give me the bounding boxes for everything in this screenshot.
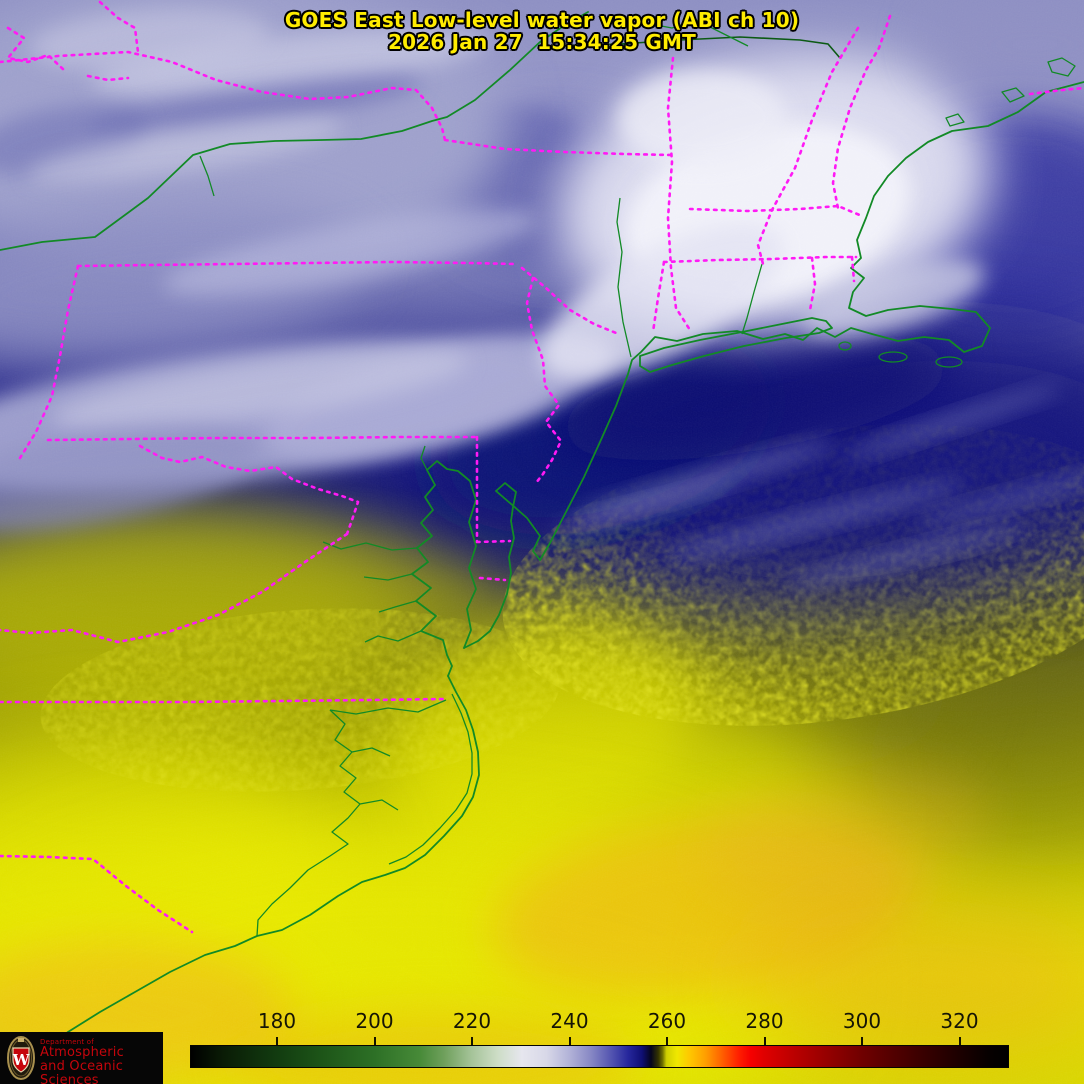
- marthas-vineyard: [878, 351, 908, 363]
- block-island: [838, 341, 852, 351]
- colorbar-gradient: [190, 1045, 1009, 1068]
- colorbar-tick-label: 240: [550, 1009, 589, 1033]
- rappahannock-river: [363, 573, 413, 581]
- logo-name-line2: and Oceanic Sciences: [40, 1059, 124, 1084]
- border-canada-ny: [0, 50, 447, 142]
- long-island: [639, 317, 833, 373]
- border-quebec-fragments: [6, 0, 140, 82]
- colorbar-tick-label: 200: [355, 1009, 394, 1033]
- border-ct-ny: [651, 260, 666, 334]
- pamlico-river: [351, 747, 391, 757]
- state-borders: [0, 0, 1084, 934]
- border-ny-vt: [666, 56, 692, 332]
- logo-department-line: Department of: [40, 1038, 94, 1046]
- albemarle-sound: [329, 699, 447, 715]
- nantucket: [935, 356, 963, 368]
- border-maine-nb: [831, 14, 892, 210]
- potomac-river: [322, 541, 418, 551]
- outer-banks-and-carolina-coast: [0, 675, 480, 1084]
- border-ny-nj: [520, 266, 618, 335]
- niagara-river: [199, 155, 215, 197]
- border-vt-nh: [756, 26, 860, 266]
- colorbar-tick: [958, 1037, 961, 1045]
- colorbar-tick-label: 280: [745, 1009, 784, 1033]
- chesapeake-bay-east: [426, 460, 477, 649]
- uw-aos-logo: W Department of Atmospheric and Oceanic …: [0, 1032, 163, 1084]
- canada-border-line: [559, 36, 841, 59]
- border-md-de: [475, 435, 512, 544]
- colorbar-tick: [471, 1037, 473, 1045]
- st-lawrence-river: [639, 19, 749, 47]
- border-ns-corner: [1028, 86, 1084, 96]
- colorbar-tick: [568, 1037, 571, 1045]
- border-canada-45n: [443, 138, 673, 157]
- york-river: [378, 600, 417, 613]
- border-mason-dixon: [46, 435, 479, 442]
- border-ri: [808, 255, 856, 312]
- logo-name-line1: Atmospheric: [40, 1045, 124, 1060]
- colorbar-tick-label: 220: [452, 1009, 492, 1033]
- colorbar-tick-label: 180: [257, 1009, 297, 1033]
- pamlico-sound-mainland: [256, 709, 361, 937]
- colorbar-tick: [763, 1037, 766, 1045]
- nova-scotia-fragments: [945, 57, 1076, 127]
- colorbar-tick-label: 300: [842, 1009, 882, 1033]
- border-va-nc: [0, 697, 446, 704]
- coastlines: [0, 11, 1084, 1084]
- chesapeake-bay-west: [411, 484, 453, 677]
- hudson-river: [616, 197, 632, 358]
- great-lakes-shoreline: [0, 11, 589, 251]
- border-western-md: [18, 264, 80, 460]
- outer-banks-sound-side: [388, 693, 473, 865]
- uw-crest-icon: W: [7, 1036, 35, 1080]
- border-ny-pa: [76, 260, 518, 268]
- colorbar-tick: [373, 1037, 376, 1045]
- neuse-river: [359, 799, 399, 811]
- connecticut-river: [741, 263, 763, 335]
- susquehanna-river: [420, 445, 428, 471]
- colorbar-tick: [861, 1037, 863, 1045]
- colorbar-tick: [276, 1037, 278, 1045]
- colorbar-tick: [666, 1037, 668, 1045]
- james-river: [364, 630, 422, 643]
- border-nc-sc: [0, 854, 194, 934]
- colorbar-tick-label: 260: [647, 1009, 687, 1033]
- uw-monogram: W: [12, 1051, 31, 1069]
- border-md-wv-potomac: [138, 444, 360, 536]
- colorbar-tick-label: 320: [940, 1009, 979, 1033]
- border-pa-nj-delaware-river: [525, 276, 563, 485]
